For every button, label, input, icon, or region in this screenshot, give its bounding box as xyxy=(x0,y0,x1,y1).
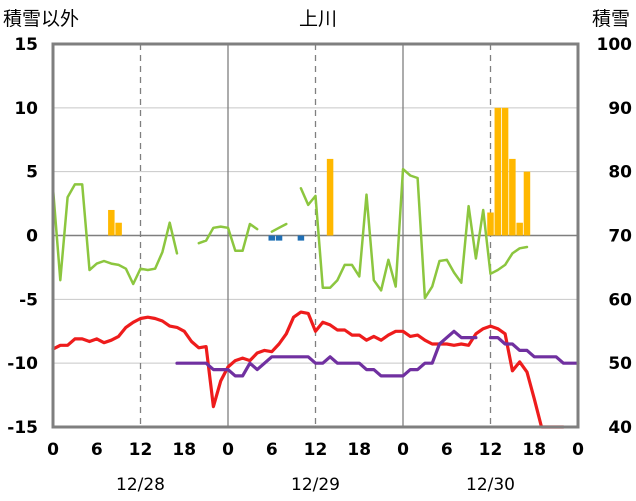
left-tick-label: 0 xyxy=(26,227,38,247)
right-axis-ticks: 100 90 80 70 60 50 40 xyxy=(597,35,633,438)
left-axis-ticks: 15 10 5 0 -5 -10 -15 xyxy=(7,35,38,438)
right-tick-label: 40 xyxy=(608,418,632,438)
series-line xyxy=(51,167,529,300)
left-tick-label: -5 xyxy=(19,290,38,310)
x-tick-label: 18 xyxy=(347,440,371,460)
line-series xyxy=(51,167,580,429)
left-tick-label: 10 xyxy=(14,99,38,119)
x-tick-label: 12 xyxy=(304,440,328,460)
x-tick-label: 0 xyxy=(397,440,409,460)
bar xyxy=(509,158,516,236)
right-axis-label: 積雪 xyxy=(592,8,630,30)
x-tick-label: 12 xyxy=(129,440,153,460)
bar xyxy=(523,171,531,236)
right-tick-label: 100 xyxy=(597,35,633,55)
left-tick-label: 15 xyxy=(14,35,38,55)
right-tick-label: 60 xyxy=(608,290,632,310)
chart-title: 上川 xyxy=(299,8,337,30)
plot-frame xyxy=(51,42,580,429)
bar xyxy=(115,222,122,236)
x-tick-label: 18 xyxy=(172,440,196,460)
x-axis-ticks: 0 6 12 18 0 6 12 18 0 6 12 18 0 xyxy=(47,440,584,460)
bar xyxy=(108,209,115,236)
x-tick-label: 0 xyxy=(572,440,584,460)
right-tick-label: 80 xyxy=(608,163,632,183)
series-line xyxy=(175,329,580,378)
bar xyxy=(501,107,509,236)
left-tick-label: 5 xyxy=(26,163,38,183)
right-tick-label: 70 xyxy=(608,227,632,247)
x-tick-label: 18 xyxy=(522,440,546,460)
left-tick-label: -10 xyxy=(7,354,38,374)
date-labels: 12/28 12/29 12/30 xyxy=(116,475,515,495)
date-label: 12/29 xyxy=(291,475,340,495)
x-tick-label: 6 xyxy=(441,440,453,460)
x-tick-label: 6 xyxy=(91,440,103,460)
left-axis-label: 積雪以外 xyxy=(3,8,79,30)
x-tick-label: 0 xyxy=(47,440,59,460)
series-line xyxy=(51,310,565,429)
x-tick-label: 6 xyxy=(266,440,278,460)
bar xyxy=(487,212,494,236)
bar-series xyxy=(108,107,531,241)
date-label: 12/28 xyxy=(116,475,165,495)
x-tick-label: 12 xyxy=(479,440,503,460)
bar xyxy=(268,235,275,241)
right-tick-label: 90 xyxy=(608,99,632,119)
bar xyxy=(516,222,523,236)
right-tick-label: 50 xyxy=(608,354,632,374)
bar xyxy=(326,158,334,236)
bar xyxy=(275,235,283,241)
date-label: 12/30 xyxy=(466,475,515,495)
bar xyxy=(494,107,502,236)
x-tick-label: 0 xyxy=(222,440,234,460)
left-tick-label: -15 xyxy=(7,418,38,438)
bar xyxy=(297,235,305,241)
